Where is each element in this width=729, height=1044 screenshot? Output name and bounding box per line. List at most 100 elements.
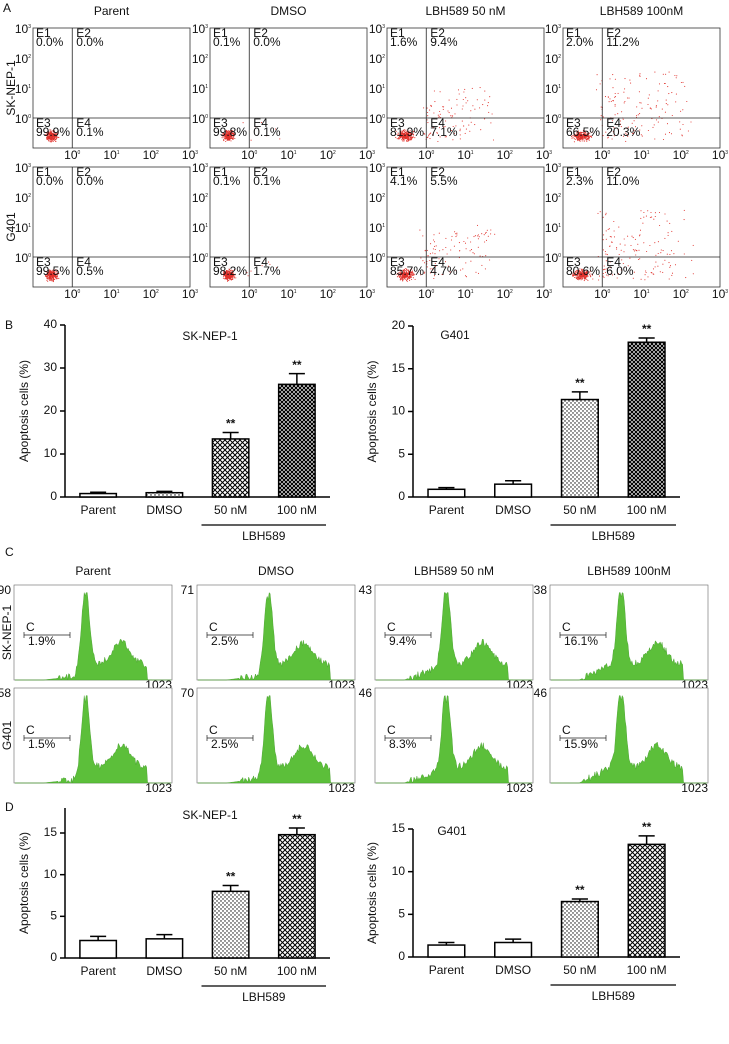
event-dot — [420, 257, 422, 259]
event-dot — [462, 98, 464, 101]
gate-label: C — [562, 620, 571, 634]
event-dot — [225, 131, 227, 133]
event-dot — [647, 97, 649, 99]
event-dot — [491, 113, 493, 115]
event-dot — [444, 126, 446, 128]
event-dot — [581, 278, 583, 280]
gate-label: C — [387, 620, 396, 634]
event-dot — [430, 104, 432, 107]
tick-base: 10 — [320, 148, 334, 162]
event-dot — [57, 131, 59, 133]
event-dot — [621, 111, 623, 113]
tick-exponent: 0 — [382, 253, 385, 259]
event-dot — [439, 250, 441, 252]
x-tick-label: Parent — [80, 964, 116, 978]
event-dot — [641, 107, 643, 109]
event-dot — [432, 239, 435, 241]
panel-label: D — [5, 800, 14, 814]
event-dot — [460, 269, 462, 271]
event-dot — [650, 272, 652, 274]
event-dot — [430, 132, 432, 134]
event-dot — [428, 135, 430, 137]
event-dot — [600, 106, 602, 108]
event-dot — [586, 278, 588, 281]
tick-exponent: 2 — [558, 54, 561, 60]
event-dot — [481, 233, 483, 235]
event-dot — [53, 278, 55, 280]
x-tick-label: 100 nM — [627, 963, 667, 977]
quadrant-percent: 4.7% — [430, 264, 458, 278]
event-dot — [426, 137, 428, 139]
tick-base: 10 — [545, 251, 559, 265]
event-dot — [424, 271, 426, 273]
tick-base: 10 — [545, 82, 559, 96]
event-dot — [480, 129, 482, 131]
y-max-label: 46 — [534, 686, 548, 700]
event-dot — [612, 87, 614, 89]
event-dot — [407, 138, 409, 140]
gate-percent: 8.3% — [389, 737, 417, 751]
tick-exponent: 0 — [205, 114, 208, 120]
bar — [79, 939, 118, 959]
event-dot — [447, 110, 449, 112]
event-dot — [234, 137, 236, 139]
event-dot — [655, 105, 657, 107]
tick-exponent: 0 — [78, 150, 81, 156]
bar — [627, 341, 666, 498]
event-dot — [643, 211, 645, 214]
event-dot — [605, 238, 607, 240]
event-dot — [487, 105, 489, 107]
event-dot — [609, 98, 611, 100]
event-dot — [437, 140, 439, 143]
event-dot — [579, 140, 581, 142]
event-dot — [434, 253, 436, 255]
event-dot — [226, 278, 228, 280]
tick-exponent: 0 — [608, 289, 611, 295]
event-dot — [644, 279, 646, 281]
tick-base: 10 — [545, 161, 559, 175]
event-dot — [58, 136, 60, 138]
event-dot — [577, 139, 579, 141]
event-dot — [475, 271, 477, 273]
event-dot — [617, 113, 619, 115]
event-dot — [671, 92, 673, 94]
event-dot — [662, 271, 664, 273]
event-dot — [576, 131, 578, 133]
event-dot — [668, 262, 670, 264]
axis-tick-label: 101 — [545, 82, 561, 96]
axis-tick-label: 101 — [103, 287, 119, 301]
event-dot — [486, 229, 488, 231]
tick-exponent: 2 — [205, 193, 208, 199]
event-dot — [638, 91, 640, 93]
histogram: 58 1023 C1.5% — [0, 686, 172, 795]
error-bar — [222, 884, 239, 892]
event-dot — [446, 253, 448, 255]
event-dot — [470, 260, 472, 262]
tick-exponent: 0 — [558, 253, 561, 259]
event-dot — [588, 139, 590, 141]
event-dot — [645, 215, 647, 217]
event-dot — [468, 124, 470, 126]
axis-tick-label: 101 — [457, 148, 473, 162]
event-dot — [412, 130, 414, 132]
quadrant-percent: 0.0% — [36, 35, 64, 49]
event-dot — [483, 234, 485, 236]
event-dot — [679, 121, 681, 123]
event-dot — [489, 96, 491, 98]
event-dot — [645, 271, 647, 274]
event-dot — [223, 134, 225, 136]
event-dot — [599, 83, 601, 85]
event-dot — [671, 230, 673, 232]
y-max-label: 58 — [0, 686, 11, 700]
event-dot — [636, 115, 638, 117]
event-dot — [664, 133, 667, 135]
axis-tick-label: 102 — [673, 148, 689, 162]
tick-exponent: 2 — [156, 150, 159, 156]
axis-tick-label: 102 — [192, 191, 208, 205]
tick-base: 10 — [143, 287, 157, 301]
event-dot — [682, 109, 684, 111]
event-dot — [679, 128, 681, 130]
event-dot — [633, 250, 636, 252]
